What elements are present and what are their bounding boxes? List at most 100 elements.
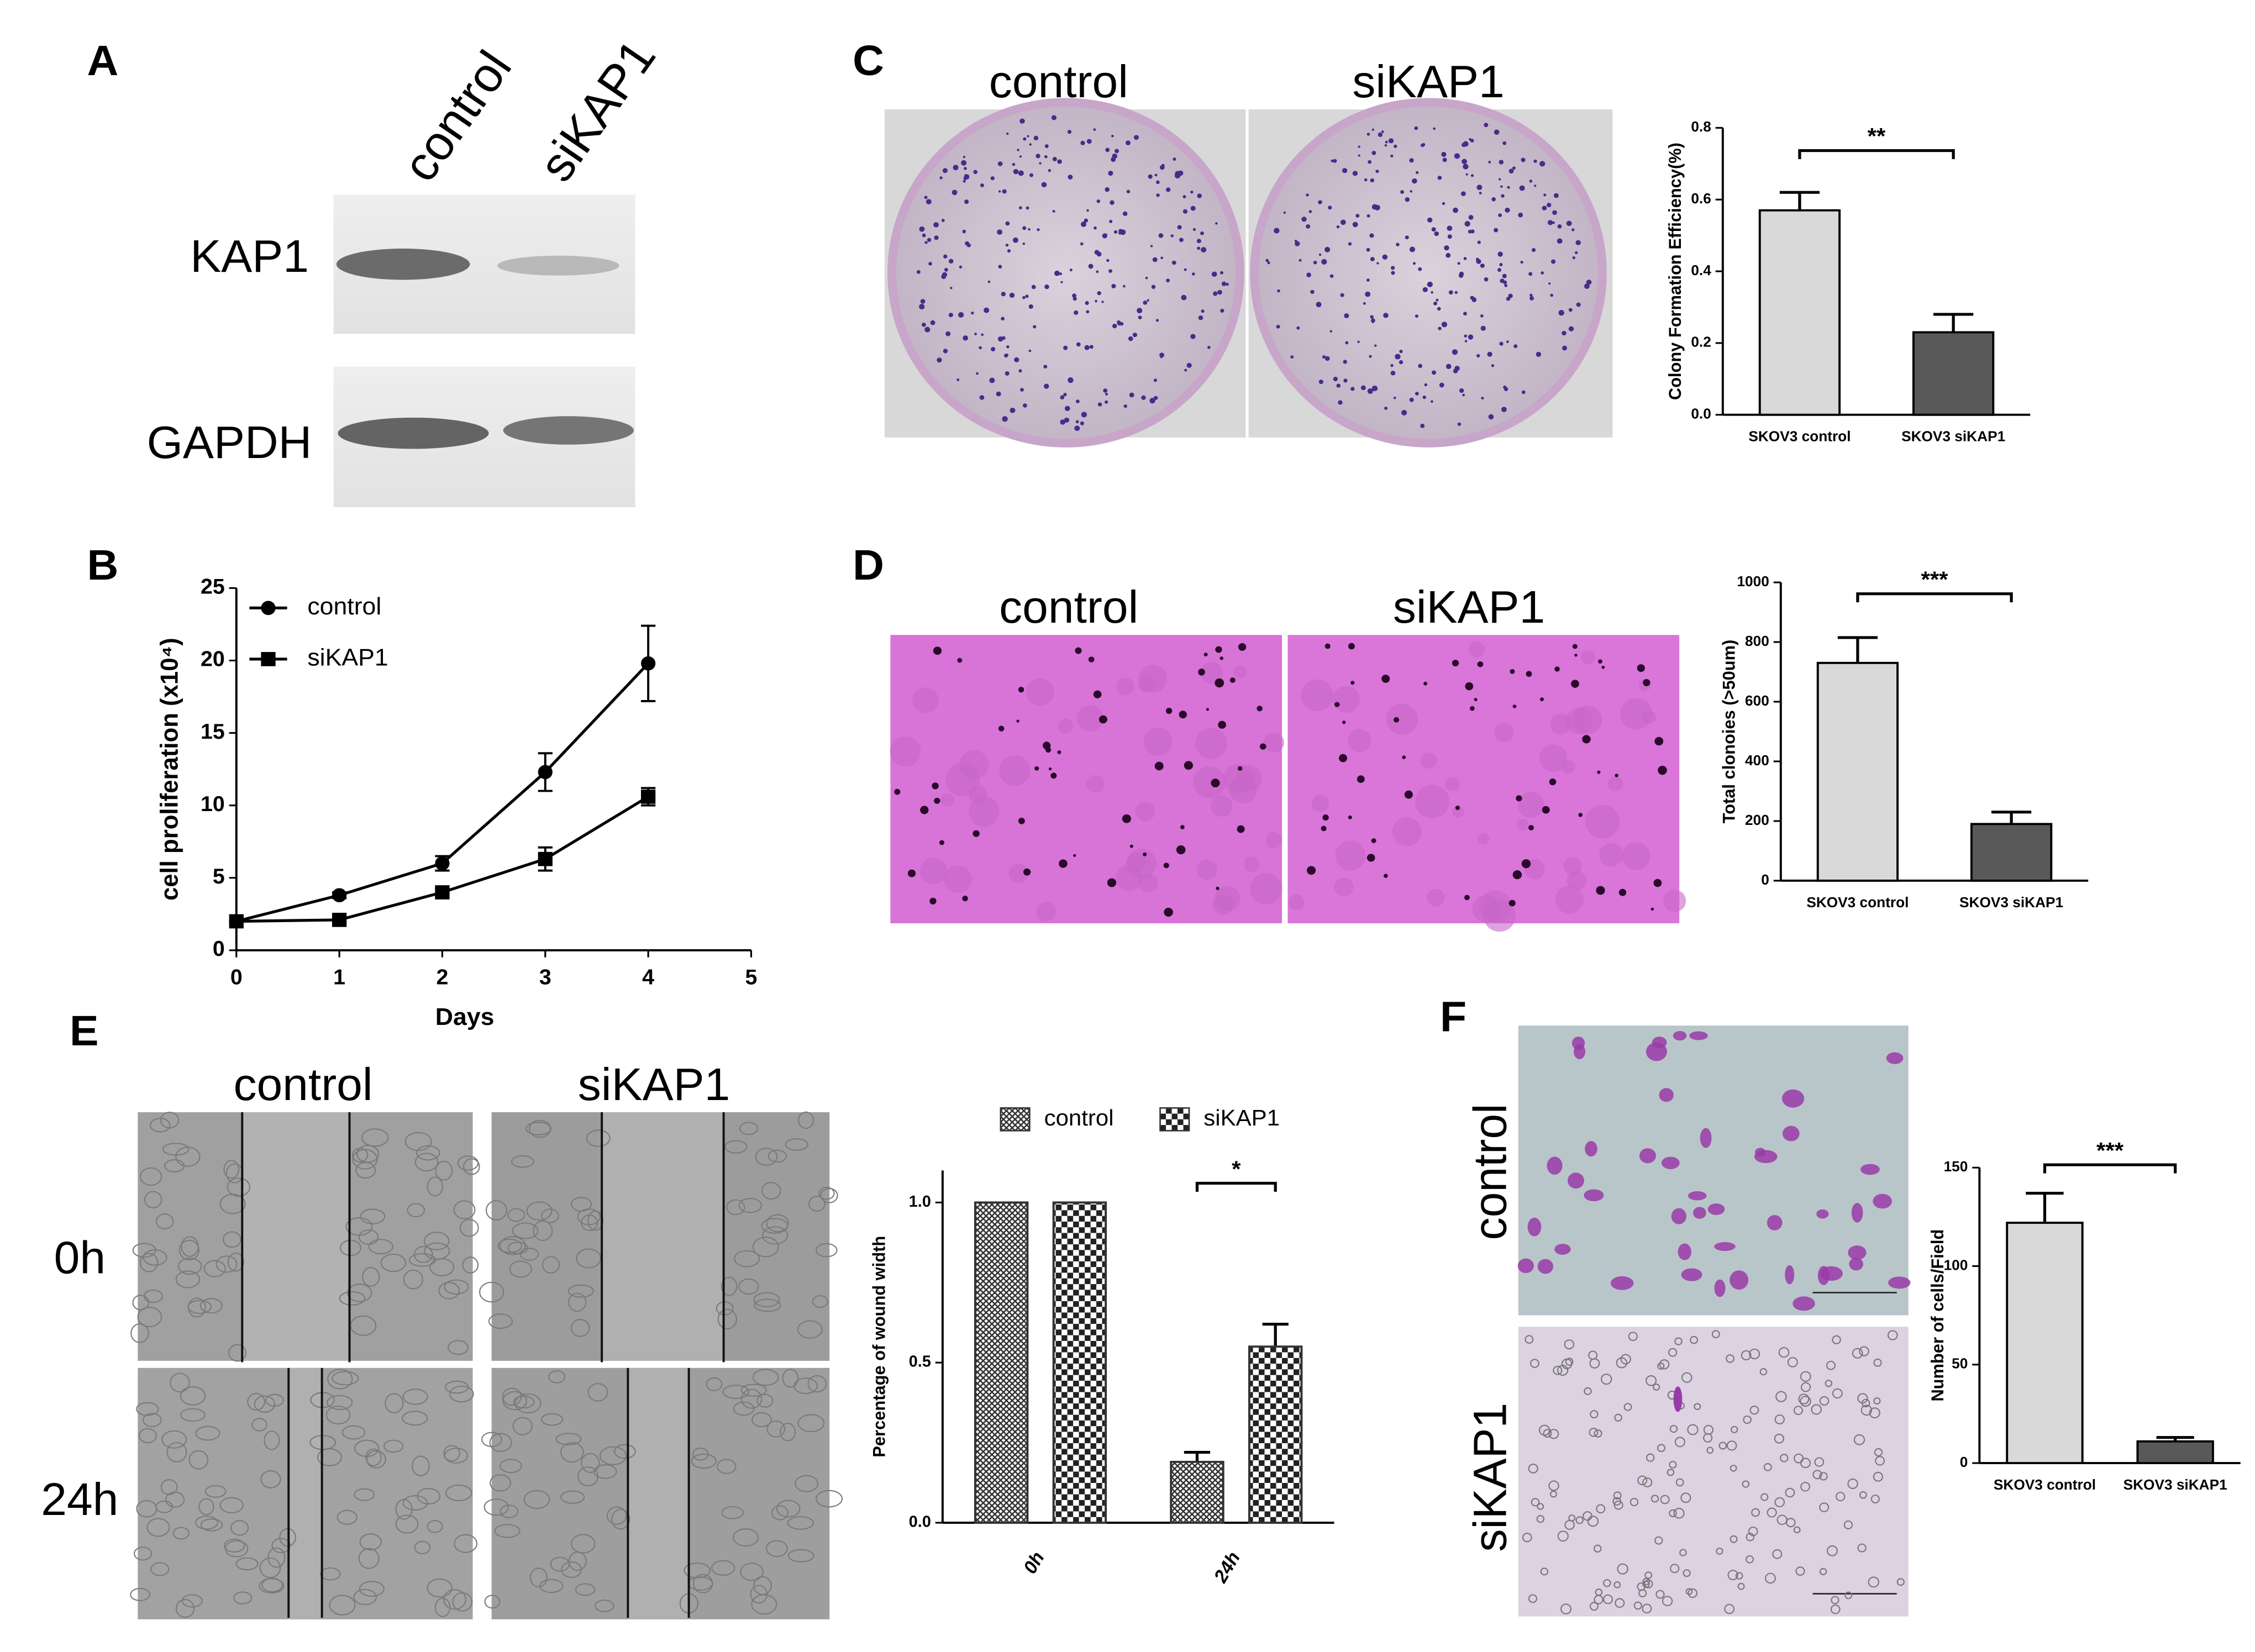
- pore-cell: [1785, 1487, 1795, 1498]
- cell: [815, 1490, 843, 1508]
- cell: [146, 1518, 170, 1537]
- cell: [227, 1253, 244, 1272]
- pore-cell: [1819, 1472, 1828, 1481]
- agar-colony: [1059, 859, 1068, 868]
- colony: [1290, 355, 1294, 359]
- agar-colony: [1122, 814, 1131, 823]
- colony: [1123, 404, 1127, 408]
- colony: [1010, 407, 1016, 413]
- cell: [424, 1242, 450, 1260]
- migrated-cell: [1688, 1191, 1707, 1201]
- colony: [1171, 260, 1176, 265]
- agar-colony: [932, 782, 939, 790]
- cell: [529, 1567, 548, 1588]
- colony: [943, 254, 948, 259]
- pore-cell: [1826, 1545, 1838, 1556]
- colony: [1340, 293, 1344, 297]
- pore-cell: [1531, 1498, 1540, 1507]
- marker: [538, 765, 553, 780]
- colony: [1528, 272, 1533, 276]
- cell: [143, 1413, 162, 1428]
- pore-cell: [1670, 1564, 1680, 1574]
- agar-colony: [1474, 698, 1478, 702]
- colony: [1498, 213, 1502, 217]
- band-label: GAPDH: [147, 417, 312, 468]
- pore-cell: [1537, 1503, 1544, 1510]
- cell: [560, 1490, 585, 1504]
- x-tick-label: SKOV3 siKAP1: [1901, 428, 2005, 445]
- cell: [408, 1253, 436, 1267]
- y-tick-label: 5: [213, 865, 225, 888]
- agar-blob: [1555, 886, 1584, 914]
- colony: [1103, 233, 1107, 237]
- pore-cell: [1772, 1549, 1783, 1559]
- cell: [691, 1453, 717, 1469]
- agar-colony: [1381, 675, 1390, 683]
- pore-cell: [1727, 1570, 1738, 1581]
- pore-cell: [1584, 1387, 1592, 1395]
- colony: [1001, 336, 1006, 340]
- agar-colony: [1549, 778, 1557, 786]
- colony: [1547, 203, 1552, 208]
- cell: [155, 1213, 174, 1230]
- cell: [136, 1402, 159, 1416]
- colony: [1035, 154, 1040, 159]
- cell: [533, 1220, 553, 1241]
- blot-band: [503, 416, 634, 445]
- colony: [979, 395, 985, 400]
- colony: [961, 160, 967, 166]
- colony: [1453, 207, 1458, 213]
- agar-blob: [1567, 870, 1587, 890]
- colony: [1390, 364, 1394, 367]
- pore-cell: [1859, 1491, 1867, 1499]
- cell: [204, 1485, 227, 1498]
- colony: [1383, 313, 1389, 318]
- colony: [919, 304, 925, 310]
- pore-cell: [1787, 1357, 1798, 1367]
- pore-cell: [1706, 1446, 1714, 1454]
- colony: [916, 270, 921, 274]
- colony: [959, 265, 963, 269]
- colony: [1463, 312, 1467, 315]
- colony: [990, 176, 995, 181]
- panel-letter: F: [1440, 992, 1466, 1040]
- agar-colony: [1542, 806, 1550, 814]
- cell: [611, 1508, 630, 1530]
- y-tick-label: 0: [1761, 871, 1769, 888]
- agar-colony: [1216, 886, 1220, 890]
- pore-cell: [1680, 1492, 1691, 1503]
- agar-colony: [1215, 678, 1224, 688]
- colony: [1080, 242, 1084, 246]
- colony: [1043, 365, 1048, 369]
- cell: [486, 1200, 507, 1220]
- significance-label: **: [1868, 123, 1886, 149]
- colony: [1025, 294, 1029, 298]
- agar-colony: [1259, 743, 1266, 750]
- agar-colony: [1211, 778, 1220, 788]
- cell: [354, 1439, 380, 1458]
- cell: [488, 1313, 513, 1329]
- colony: [1571, 228, 1575, 232]
- migrated-cell: [1547, 1156, 1563, 1175]
- cell: [463, 1158, 480, 1175]
- agar-blob: [1452, 806, 1464, 818]
- colony: [1465, 221, 1469, 225]
- agar-colony: [1098, 715, 1107, 724]
- marker: [538, 851, 553, 866]
- agar-blob: [1076, 705, 1103, 732]
- pore-cell: [1869, 1407, 1880, 1419]
- colony: [1306, 193, 1309, 197]
- significance-bracket: [1195, 1182, 1277, 1192]
- cell: [766, 1214, 789, 1233]
- cell: [434, 1597, 451, 1617]
- colony: [1111, 135, 1114, 138]
- pore-cell: [1687, 1424, 1699, 1435]
- pore-cell: [1633, 1601, 1642, 1610]
- cell: [449, 1385, 474, 1403]
- cell: [265, 1393, 284, 1407]
- agar-blob: [1243, 856, 1260, 872]
- agar-blob: [1472, 895, 1501, 923]
- colony: [1132, 333, 1138, 338]
- agar-blob: [1386, 703, 1418, 735]
- pore-cell: [1763, 1463, 1772, 1471]
